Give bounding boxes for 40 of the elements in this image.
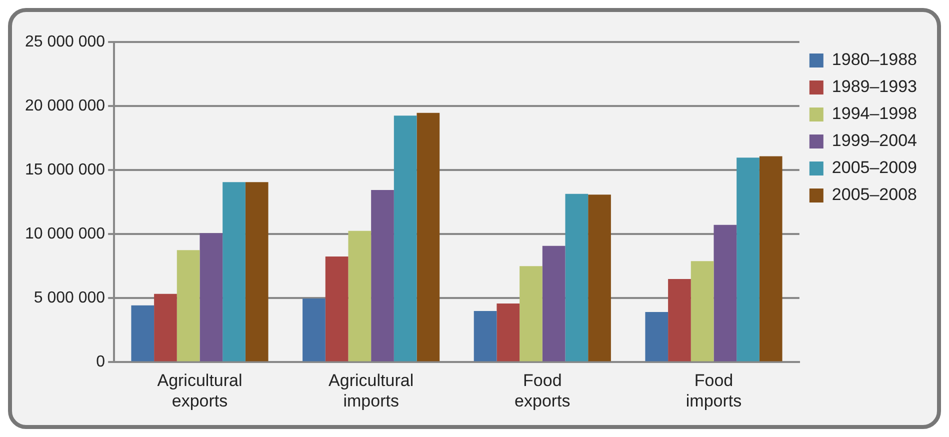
legend-label: 1994–1998 bbox=[832, 104, 917, 124]
x-tick-label: Food imports bbox=[686, 371, 742, 410]
y-tick-label: 25 000 000 bbox=[25, 33, 106, 50]
bar bbox=[416, 112, 440, 362]
bar bbox=[496, 304, 520, 362]
bar bbox=[668, 278, 691, 362]
bar bbox=[371, 190, 394, 362]
bar bbox=[645, 312, 668, 362]
legend-label: 1980–1988 bbox=[832, 50, 917, 70]
bar bbox=[565, 194, 588, 362]
bar bbox=[759, 156, 782, 362]
x-tick-label: Agricultural exports bbox=[157, 371, 242, 410]
bar bbox=[474, 310, 497, 362]
bar bbox=[542, 246, 566, 362]
bar bbox=[690, 261, 714, 362]
bar bbox=[245, 182, 268, 362]
bar bbox=[200, 233, 223, 362]
bar bbox=[302, 298, 326, 362]
bar bbox=[736, 158, 760, 362]
bar bbox=[714, 224, 737, 362]
legend-label: 1999–2004 bbox=[832, 131, 917, 150]
legend-label: 1989–1993 bbox=[832, 77, 917, 96]
bar bbox=[520, 266, 542, 362]
x-tick-label: Food exports bbox=[514, 371, 570, 410]
y-tick-label: 15 000 000 bbox=[25, 161, 106, 178]
legend-label: 2005–2009 bbox=[832, 158, 917, 178]
bar bbox=[348, 230, 372, 362]
legend-label: 2005–2008 bbox=[832, 185, 917, 204]
bar bbox=[222, 182, 246, 362]
bar bbox=[176, 250, 200, 362]
y-tick-label: 20 000 000 bbox=[25, 97, 106, 114]
bar bbox=[588, 194, 611, 362]
bar bbox=[325, 256, 348, 362]
y-tick-label: 10 000 000 bbox=[25, 226, 106, 243]
x-tick-label: Agricultural imports bbox=[328, 371, 414, 410]
bar bbox=[154, 294, 177, 362]
bar bbox=[394, 116, 417, 362]
y-tick-label: 0 bbox=[96, 354, 106, 371]
y-tick-label: 5 000 000 bbox=[34, 290, 106, 307]
bar bbox=[131, 305, 154, 362]
